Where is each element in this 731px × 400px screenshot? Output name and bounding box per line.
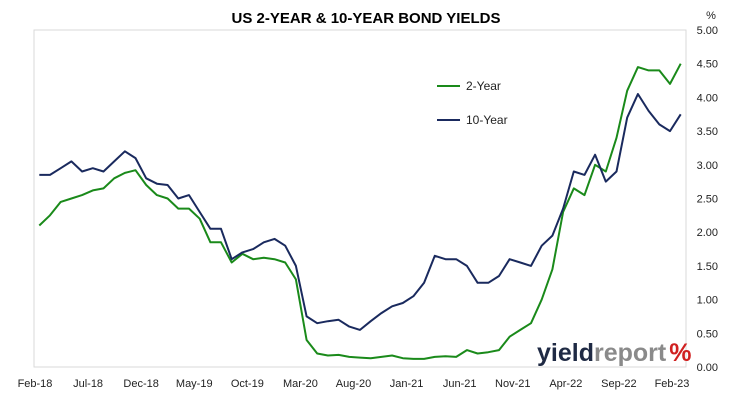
y-tick-label: 2.00 <box>697 227 718 239</box>
x-tick-label: Feb-23 <box>655 378 690 390</box>
y-axis: 0.00 0.50 1.00 1.50 2.00 2.50 3.00 3.50 4.00 4.50… <box>697 25 718 374</box>
x-tick-label: May-19 <box>176 378 213 390</box>
logo-part-percent: % <box>669 339 691 367</box>
y-tick-label: 0.50 <box>697 328 718 340</box>
x-tick-label: Jun-21 <box>443 378 477 390</box>
x-tick-label: Dec-18 <box>123 378 158 390</box>
y-tick-label: 5.00 <box>697 25 718 37</box>
x-tick-label: Mar-20 <box>283 378 318 390</box>
y-tick-label: 1.00 <box>697 295 718 307</box>
x-tick-label: Nov-21 <box>495 378 530 390</box>
y-tick-label: 3.00 <box>697 160 718 172</box>
legend-label-10-year: 10-Year <box>466 113 508 127</box>
x-tick-label: Sep-22 <box>601 378 636 390</box>
x-axis: Feb-18 Jul-18 Dec-18 May-19 Oct-19 Mar-20 Aug-… <box>18 378 690 390</box>
y-tick-label: 3.50 <box>697 126 718 138</box>
logo-text: yieldreport% <box>537 339 691 367</box>
x-tick-label: Oct-19 <box>231 378 264 390</box>
y-tick-label: 0.00 <box>697 362 718 374</box>
logo-part-yield: yield <box>537 339 594 367</box>
plot-area <box>33 29 687 368</box>
series-line-2-year <box>38 63 682 360</box>
y-axis-unit: % <box>706 10 716 22</box>
logo-part-report: report <box>594 339 667 367</box>
x-tick-label: Aug-20 <box>336 378 371 390</box>
x-tick-label: Jan-21 <box>390 378 424 390</box>
legend-label-2-year: 2-Year <box>466 79 501 93</box>
x-tick-label: Jul-18 <box>73 378 103 390</box>
chart-title: US 2-YEAR & 10-YEAR BOND YIELDS <box>232 10 501 27</box>
legend: 2-Year 10-Year <box>437 79 508 127</box>
x-tick-label: Feb-18 <box>18 378 53 390</box>
series-line-10-year <box>39 93 682 331</box>
y-tick-label: 4.00 <box>697 92 718 104</box>
x-tick-label: Apr-22 <box>549 378 582 390</box>
y-tick-label: 2.50 <box>697 194 718 206</box>
yieldreport-logo: yieldreport% <box>537 339 691 367</box>
series-lines <box>38 63 682 360</box>
y-tick-label: 4.50 <box>697 59 718 71</box>
y-tick-label: 1.50 <box>697 261 718 273</box>
